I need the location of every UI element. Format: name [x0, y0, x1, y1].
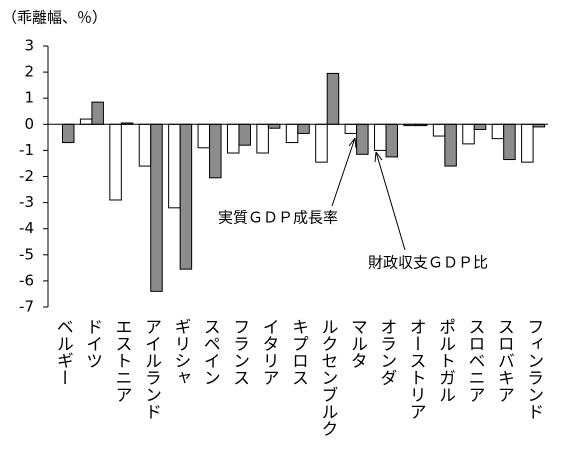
series-label: 実質ＧＤＰ成長率: [218, 209, 338, 227]
bar: [197, 123, 211, 149]
x-tick-label: オーストリア: [406, 318, 426, 420]
y-tick-label: 3: [24, 37, 34, 55]
bar: [285, 123, 299, 144]
x-tick-label: マルタ: [347, 318, 367, 369]
y-tick-label: -2: [19, 167, 34, 185]
arrow: [331, 137, 356, 207]
y-tick-label: -6: [19, 271, 34, 289]
x-tick-label: スロバキア: [494, 318, 514, 403]
bar: [79, 118, 93, 125]
bar: [385, 123, 399, 158]
x-tick-label: エストニア: [112, 318, 132, 403]
x-tick-label: スロベニア: [464, 318, 484, 403]
bar: [432, 123, 446, 137]
y-tick-label: -4: [19, 219, 34, 237]
y-tick-label: 1: [24, 89, 34, 107]
y-tick-label: 0: [24, 115, 34, 133]
bar: [91, 101, 104, 125]
bar: [444, 123, 457, 167]
bar: [521, 123, 534, 163]
x-tick-label: ドイツ: [82, 318, 102, 369]
bar: [138, 123, 152, 167]
x-tick-label: アイルランド: [141, 318, 161, 420]
x-tick-label: ルクセンブルク: [317, 318, 337, 437]
x-tick-label: スペイン: [200, 318, 220, 386]
x-tick-label: イタリア: [259, 318, 279, 386]
y-tick-label: 2: [24, 63, 34, 81]
bar: [109, 123, 122, 201]
bar: [344, 123, 358, 134]
x-tick-label: ベルギー: [53, 318, 73, 386]
bar: [150, 123, 163, 292]
bar: [62, 123, 75, 144]
x-tick-label: フィンランド: [523, 318, 543, 420]
bar: [168, 123, 181, 209]
bar: [226, 123, 240, 154]
bar: [315, 123, 328, 163]
bar: [356, 123, 369, 155]
arrow: [375, 151, 406, 251]
bar: [238, 123, 251, 146]
bar: [209, 123, 222, 179]
bar: [326, 72, 340, 125]
series-label: 財政収支ＧＤＰ比: [368, 254, 488, 272]
bar: [462, 123, 475, 145]
arrow-head: [348, 137, 357, 149]
bar: [179, 123, 193, 270]
y-tick-label: -5: [19, 245, 34, 263]
bar: [473, 123, 487, 131]
y-tick-label: -1: [19, 141, 34, 159]
x-tick-label: フランス: [229, 318, 249, 386]
y-tick-label: -3: [19, 193, 34, 211]
bar: [491, 123, 505, 140]
chart-title: （乖離幅、％）: [2, 9, 107, 27]
x-tick-label: ポルトガル: [435, 318, 455, 403]
bar: [503, 123, 516, 161]
arrow-head: [374, 151, 383, 163]
bar: [374, 123, 387, 151]
x-tick-label: ギリシャ: [170, 318, 190, 386]
x-tick-label: オランダ: [376, 318, 396, 386]
y-tick-label: -7: [19, 298, 34, 316]
bar: [267, 123, 281, 129]
bar: [256, 123, 269, 154]
bar: [297, 123, 310, 134]
x-tick-label: キプロス: [288, 318, 308, 386]
